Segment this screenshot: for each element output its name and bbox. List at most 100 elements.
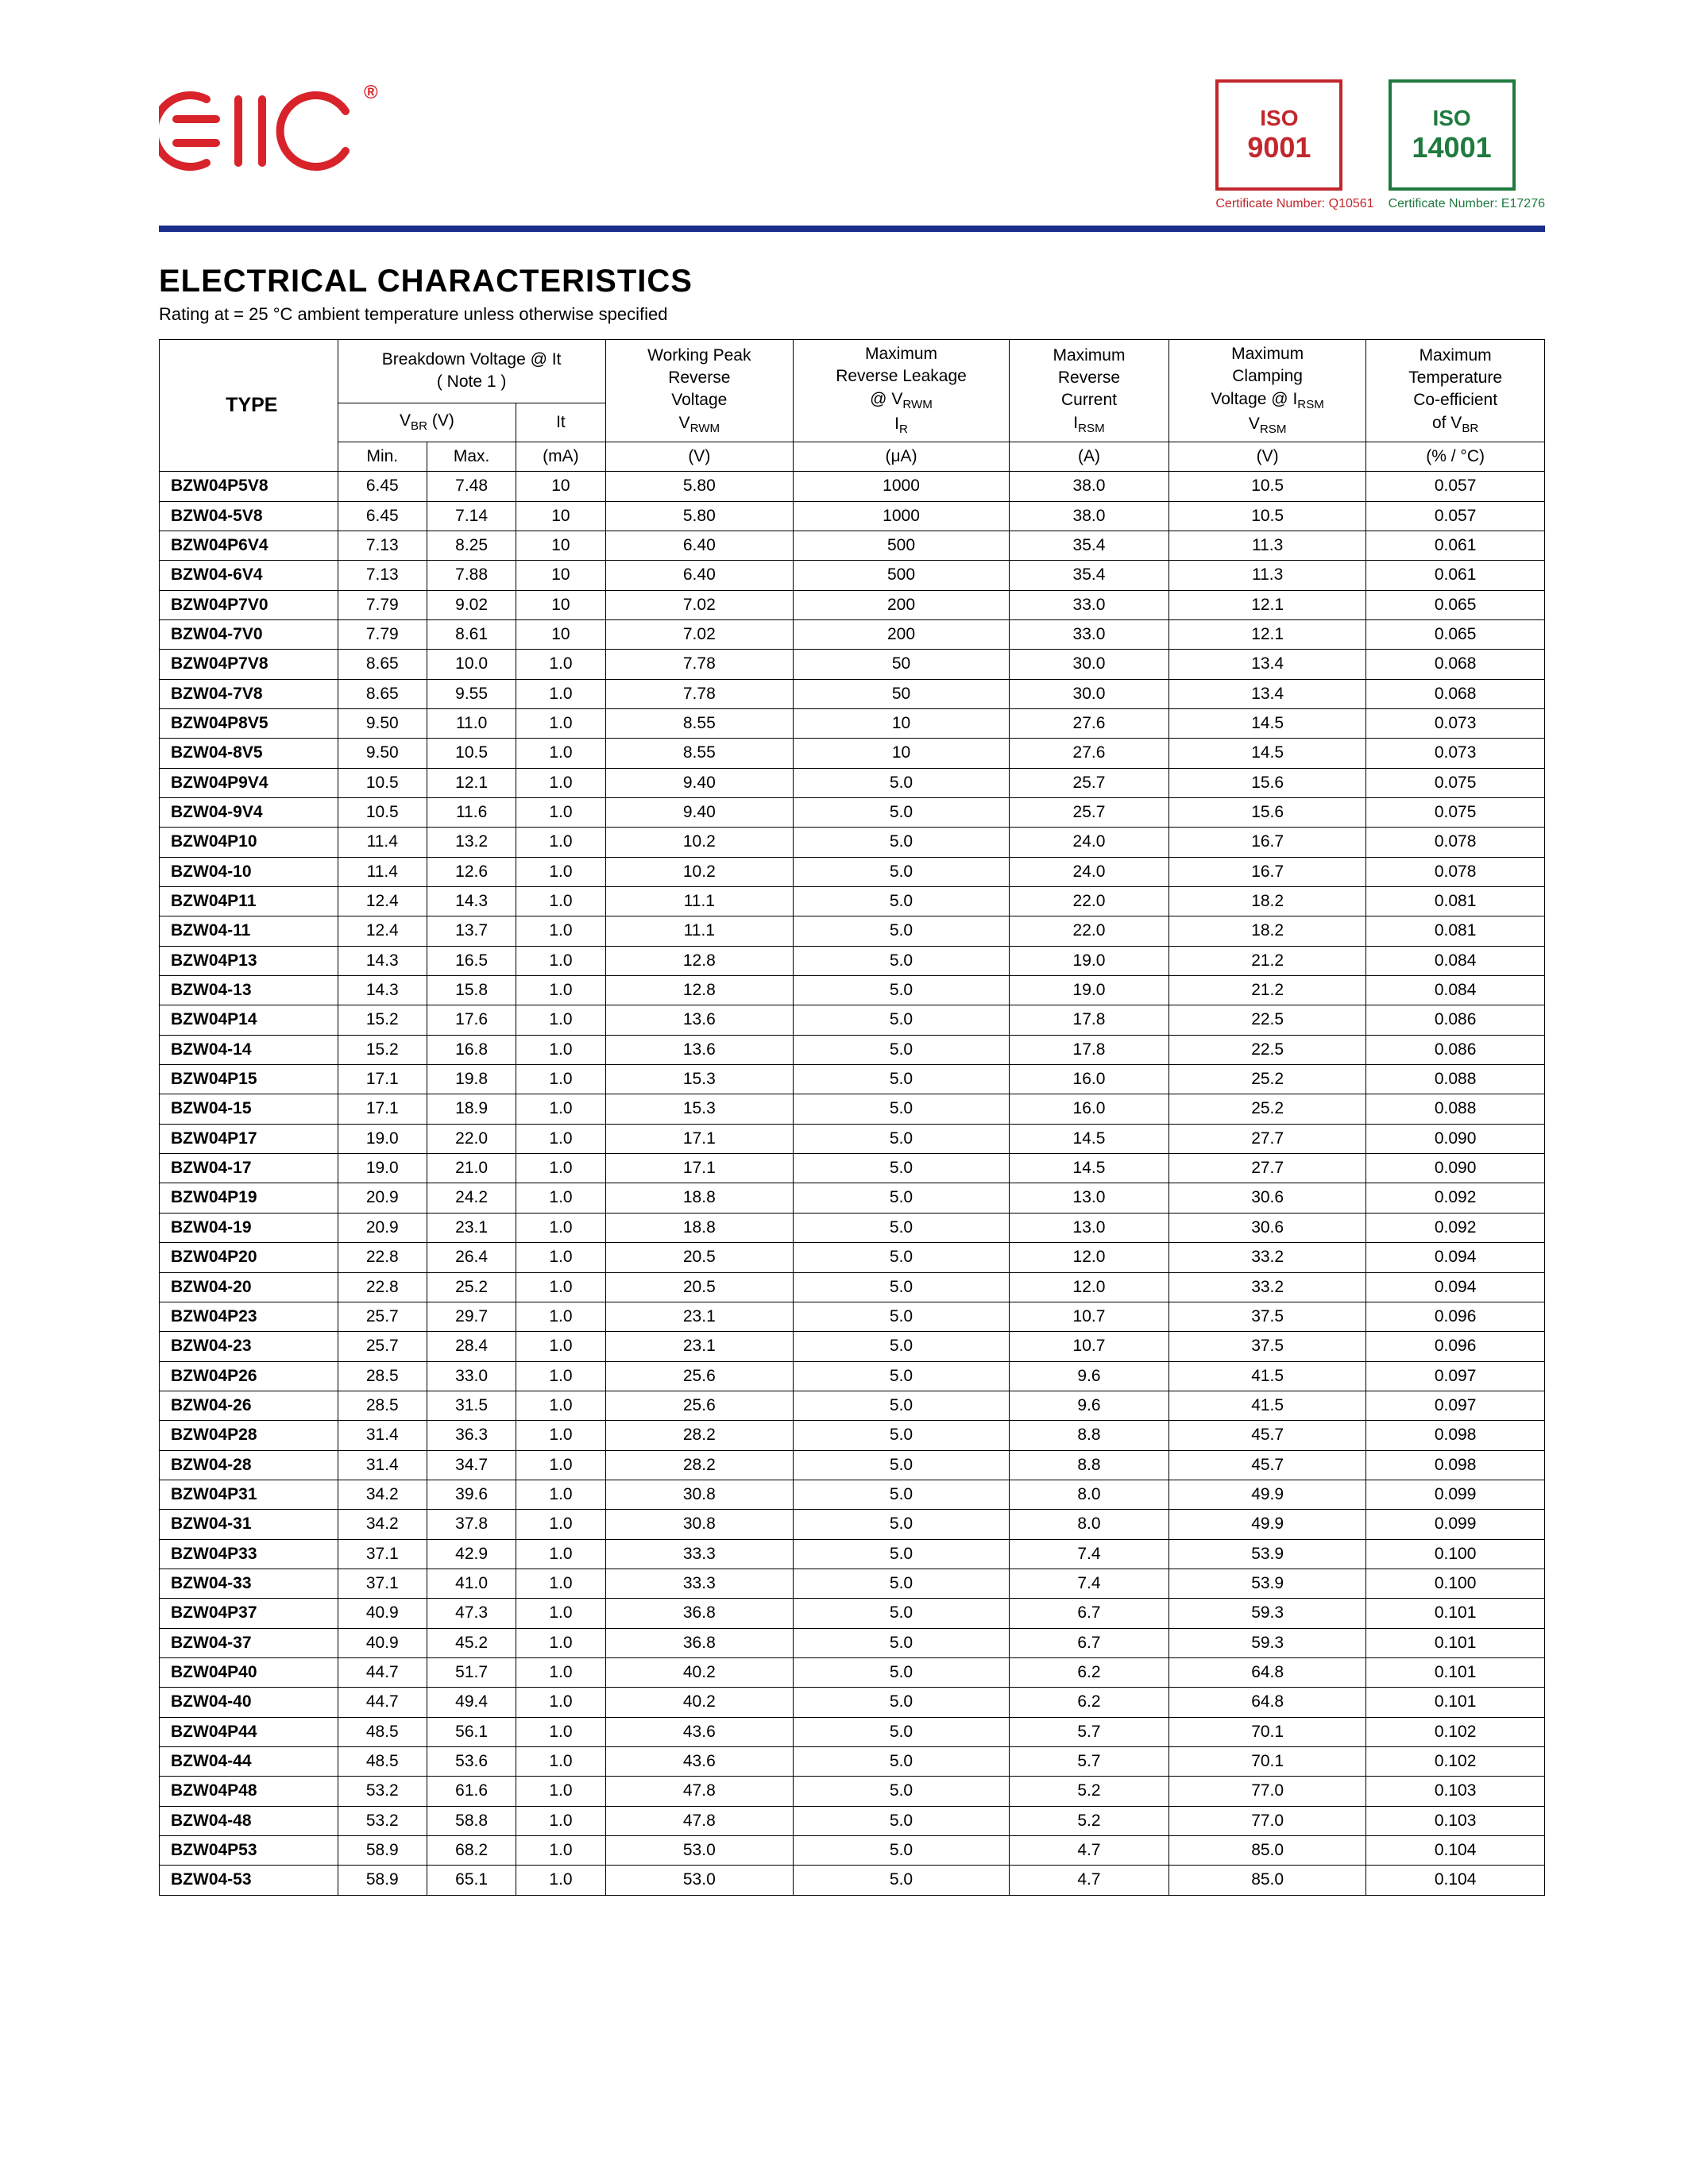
- cell-irsm: 17.8: [1009, 1035, 1168, 1064]
- cell-it: 1.0: [516, 1628, 605, 1657]
- cell-vrsm: 27.7: [1168, 1154, 1365, 1183]
- cell-vrsm: 37.5: [1168, 1332, 1365, 1361]
- cell-vrsm: 59.3: [1168, 1599, 1365, 1628]
- cell-max: 34.7: [427, 1450, 516, 1480]
- cell-vrwm: 18.8: [605, 1183, 793, 1213]
- cell-min: 25.7: [338, 1302, 427, 1331]
- cell-min: 17.1: [338, 1065, 427, 1094]
- cell-type: BZW04P15: [160, 1065, 338, 1094]
- certification-badge: ISO14001: [1389, 79, 1516, 191]
- cell-vrsm: 21.2: [1168, 976, 1365, 1005]
- cell-vrwm: 7.02: [605, 590, 793, 619]
- cell-max: 58.8: [427, 1806, 516, 1835]
- cell-vrsm: 14.5: [1168, 708, 1365, 738]
- cell-type: BZW04P53: [160, 1836, 338, 1866]
- cell-vrwm: 43.6: [605, 1717, 793, 1746]
- wpv-3: Voltage: [671, 391, 727, 409]
- irsm-symbol: IRSM: [1073, 414, 1104, 432]
- cell-tc: 0.057: [1366, 501, 1545, 531]
- cell-irsm: 10.7: [1009, 1302, 1168, 1331]
- cell-vrwm: 53.0: [605, 1836, 793, 1866]
- cell-irsm: 24.0: [1009, 857, 1168, 886]
- section-subtitle: Rating at = 25 °C ambient temperature un…: [159, 304, 1545, 325]
- cell-min: 7.13: [338, 531, 427, 560]
- table-row: BZW04-2325.728.41.023.15.010.737.50.096: [160, 1332, 1545, 1361]
- cell-ir: 5.0: [794, 1510, 1010, 1539]
- cell-tc: 0.086: [1366, 1005, 1545, 1035]
- cell-vrwm: 40.2: [605, 1688, 793, 1717]
- cell-vrwm: 25.6: [605, 1391, 793, 1420]
- characteristics-table: TYPE Breakdown Voltage @ It ( Note 1 ) W…: [159, 339, 1545, 1896]
- cell-max: 19.8: [427, 1065, 516, 1094]
- col-max-reverse-current: Maximum Reverse Current IRSM: [1009, 340, 1168, 442]
- cell-vrsm: 18.2: [1168, 916, 1365, 946]
- cell-min: 58.9: [338, 1836, 427, 1866]
- cell-vrwm: 13.6: [605, 1005, 793, 1035]
- cell-min: 11.4: [338, 828, 427, 857]
- mtc-1: Maximum: [1420, 346, 1492, 365]
- cell-vrsm: 85.0: [1168, 1866, 1365, 1895]
- cell-type: BZW04-7V8: [160, 679, 338, 708]
- cell-irsm: 6.7: [1009, 1599, 1168, 1628]
- col-max-clamping-voltage: Maximum Clamping Voltage @ IRSM VRSM: [1168, 340, 1365, 442]
- cell-type: BZW04P40: [160, 1657, 338, 1687]
- max-header: Max.: [427, 442, 516, 471]
- cell-min: 53.2: [338, 1777, 427, 1806]
- bv-line1: Breakdown Voltage @ It: [382, 350, 562, 369]
- cell-max: 15.8: [427, 976, 516, 1005]
- cell-min: 31.4: [338, 1421, 427, 1450]
- cell-ir: 5.0: [794, 1272, 1010, 1302]
- cell-max: 29.7: [427, 1302, 516, 1331]
- cell-ir: 10: [794, 739, 1010, 768]
- cell-it: 10: [516, 531, 605, 560]
- table-row: BZW04P9V410.512.11.09.405.025.715.60.075: [160, 768, 1545, 797]
- cell-type: BZW04-14: [160, 1035, 338, 1064]
- cell-it: 1.0: [516, 946, 605, 975]
- cell-max: 12.1: [427, 768, 516, 797]
- cell-max: 13.2: [427, 828, 516, 857]
- cell-min: 48.5: [338, 1717, 427, 1746]
- cell-max: 21.0: [427, 1154, 516, 1183]
- cell-vrwm: 33.3: [605, 1569, 793, 1598]
- cell-vrsm: 41.5: [1168, 1361, 1365, 1391]
- cell-type: BZW04-13: [160, 976, 338, 1005]
- cell-it: 1.0: [516, 1510, 605, 1539]
- cell-type: BZW04P9V4: [160, 768, 338, 797]
- cell-vrwm: 8.55: [605, 708, 793, 738]
- cell-min: 10.5: [338, 768, 427, 797]
- mrc-3: Current: [1061, 391, 1117, 409]
- cell-vrwm: 20.5: [605, 1243, 793, 1272]
- cell-irsm: 14.5: [1009, 1154, 1168, 1183]
- cell-it: 1.0: [516, 650, 605, 679]
- cell-vrwm: 10.2: [605, 828, 793, 857]
- mrl-2: Reverse Leakage: [836, 367, 967, 385]
- mtc-2: Temperature: [1408, 369, 1502, 387]
- cell-vrwm: 40.2: [605, 1657, 793, 1687]
- table-row: BZW04P1314.316.51.012.85.019.021.20.084: [160, 946, 1545, 975]
- bv-line2: ( Note 1 ): [437, 372, 507, 391]
- cell-ir: 5.0: [794, 1569, 1010, 1598]
- cell-type: BZW04P5V8: [160, 472, 338, 501]
- cell-min: 8.65: [338, 650, 427, 679]
- cell-tc: 0.097: [1366, 1391, 1545, 1420]
- cell-min: 28.5: [338, 1391, 427, 1420]
- cell-max: 7.14: [427, 501, 516, 531]
- cell-it: 1.0: [516, 1688, 605, 1717]
- cell-vrsm: 30.6: [1168, 1213, 1365, 1242]
- cell-min: 19.0: [338, 1154, 427, 1183]
- cell-tc: 0.104: [1366, 1866, 1545, 1895]
- cell-irsm: 8.8: [1009, 1450, 1168, 1480]
- cell-it: 1.0: [516, 1065, 605, 1094]
- cell-it: 1.0: [516, 708, 605, 738]
- cell-type: BZW04P37: [160, 1599, 338, 1628]
- cell-vrwm: 6.40: [605, 561, 793, 590]
- cell-ir: 5.0: [794, 1302, 1010, 1331]
- col-working-peak-reverse-voltage: Working Peak Reverse Voltage VRWM: [605, 340, 793, 442]
- cell-irsm: 5.7: [1009, 1747, 1168, 1777]
- cell-max: 45.2: [427, 1628, 516, 1657]
- cell-type: BZW04-37: [160, 1628, 338, 1657]
- cell-max: 41.0: [427, 1569, 516, 1598]
- table-row: BZW04-1011.412.61.010.25.024.016.70.078: [160, 857, 1545, 886]
- cell-vrwm: 23.1: [605, 1332, 793, 1361]
- table-row: BZW04-3337.141.01.033.35.07.453.90.100: [160, 1569, 1545, 1598]
